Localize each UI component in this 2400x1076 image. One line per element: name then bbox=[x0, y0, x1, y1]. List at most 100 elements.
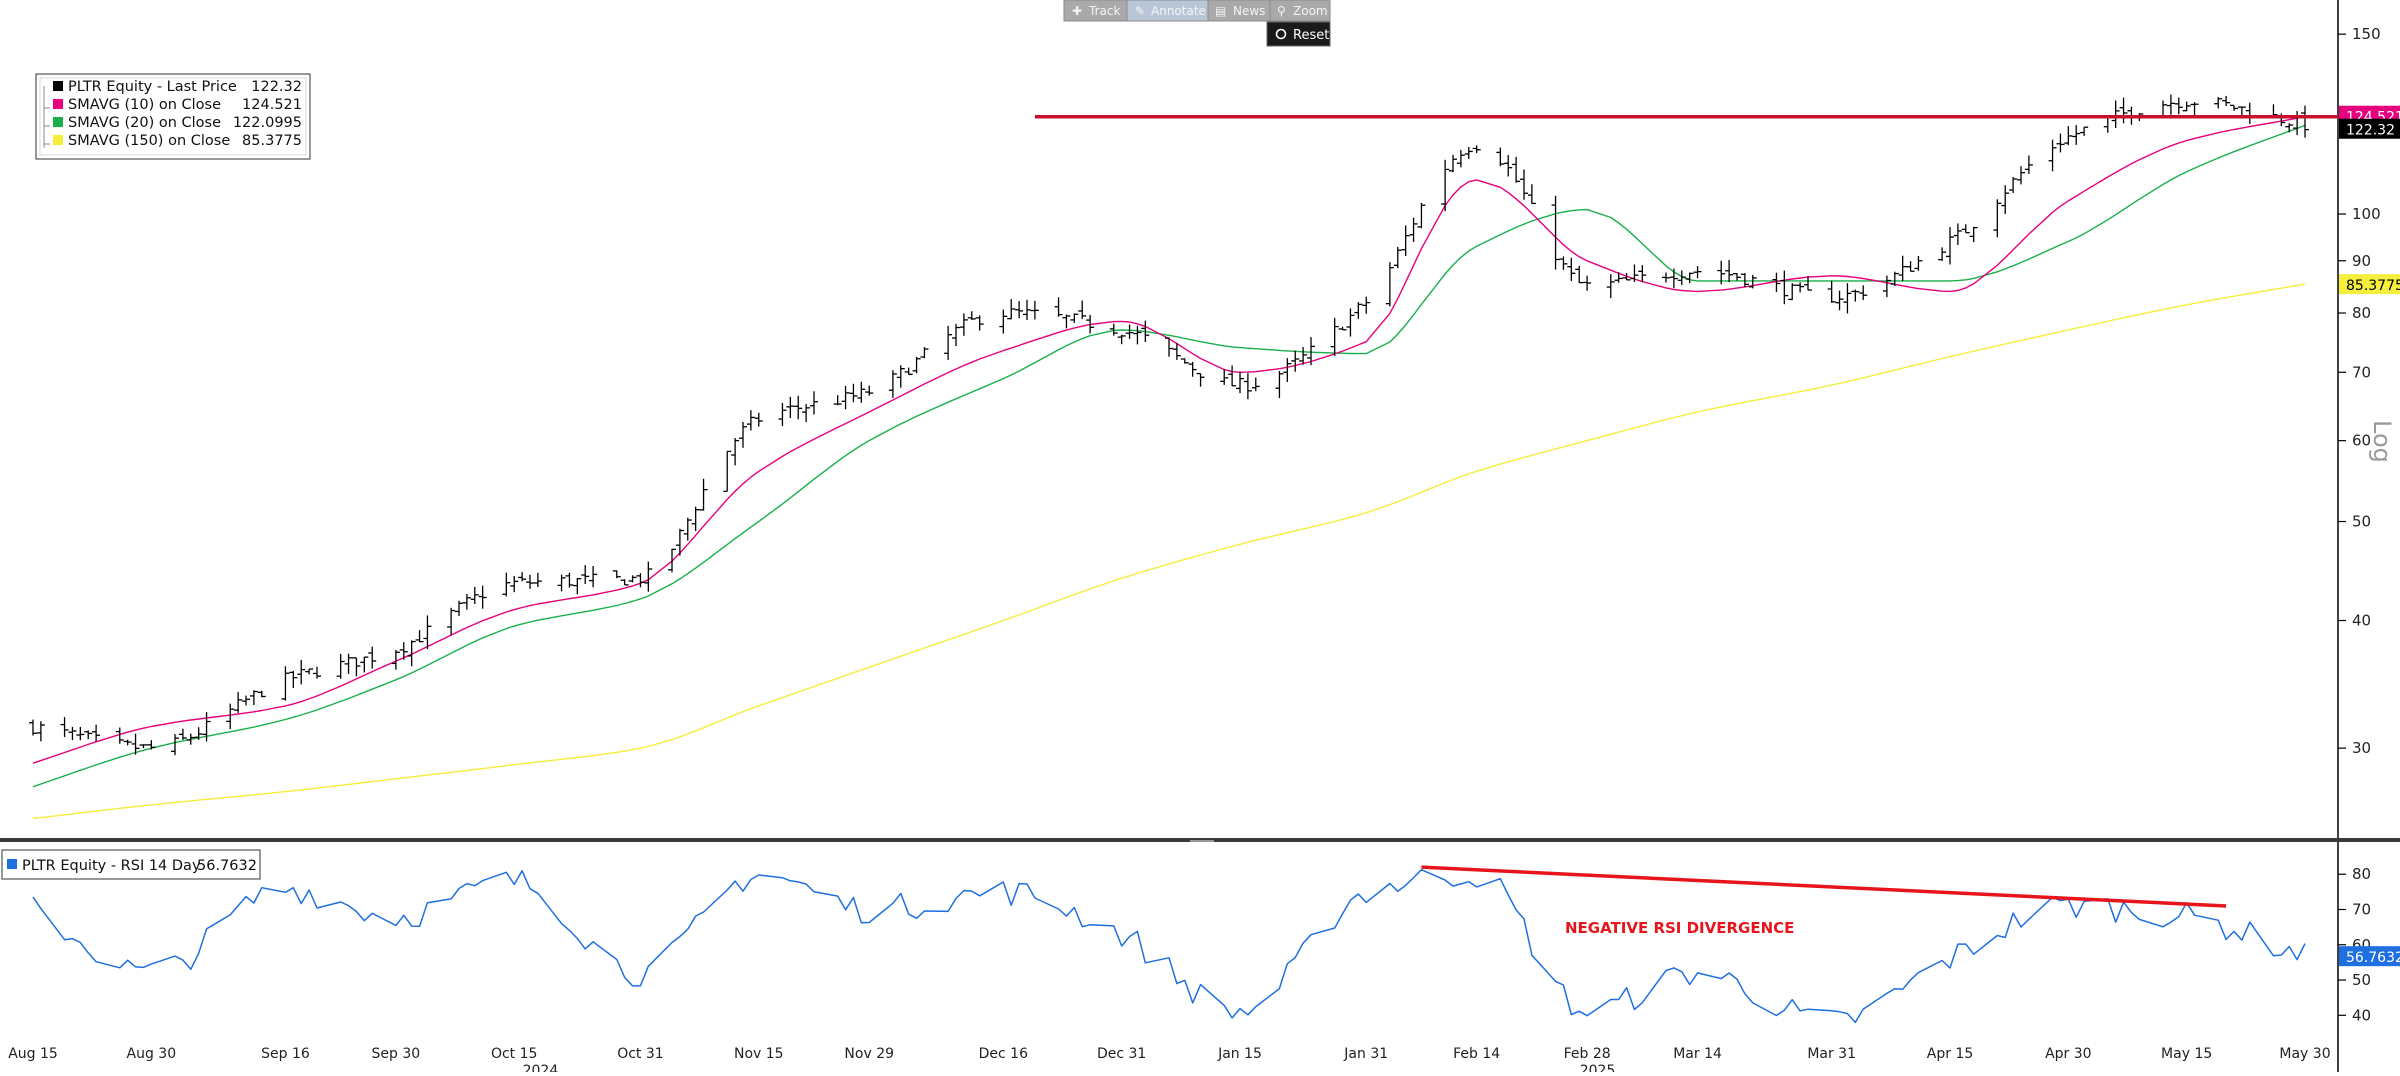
rsi-tick-label: 50 bbox=[2352, 971, 2371, 989]
ohlc-bar bbox=[360, 656, 369, 673]
ohlc-bar bbox=[1243, 373, 1252, 400]
rsi-trendline-group bbox=[1421, 865, 2227, 908]
ohlc-bar bbox=[1788, 283, 1797, 301]
zoom-button[interactable]: ⚲ Zoom bbox=[1269, 0, 1331, 22]
ohlc-bar bbox=[644, 561, 653, 592]
ohlc-bar bbox=[1275, 371, 1284, 399]
ohlc-bar bbox=[904, 367, 913, 375]
ohlc-bar bbox=[944, 325, 953, 360]
ohlc-bar bbox=[1283, 358, 1292, 382]
rsi-axis-badge: 56.7632 bbox=[2339, 946, 2400, 967]
ohlc-bar bbox=[1086, 314, 1095, 334]
ohlc-bar bbox=[1023, 299, 1031, 321]
date-tick-label: Jan 15 bbox=[1217, 1046, 1262, 1062]
ohlc-bar bbox=[1890, 271, 1899, 287]
ohlc-bar bbox=[131, 733, 140, 755]
ohlc-bar bbox=[565, 572, 574, 588]
panel-splitter-handle[interactable] bbox=[1190, 840, 1214, 842]
ohlc-bar bbox=[76, 726, 85, 741]
reset-button-bg bbox=[1266, 21, 1331, 47]
ohlc-bar bbox=[423, 615, 432, 650]
rsi-legend-box bbox=[1, 849, 261, 880]
ohlc-bar bbox=[415, 630, 424, 643]
plus-icon: ✚ bbox=[1072, 4, 1082, 18]
ohlc-bar bbox=[1938, 247, 1947, 262]
rsi-legend[interactable]: PLTR Equity - RSI 14 Day 56.7632 bbox=[1, 849, 261, 880]
ohlc-bar bbox=[1346, 308, 1355, 337]
ohlc-bar bbox=[1291, 350, 1300, 372]
ohlc-bar bbox=[2048, 139, 2057, 172]
ohlc-bar bbox=[1606, 274, 1615, 299]
track-button[interactable]: ✚ Track bbox=[1063, 0, 1128, 22]
track-button-label: Track bbox=[1088, 4, 1120, 18]
ohlc-bar bbox=[2056, 133, 2065, 153]
ohlc-bar bbox=[912, 356, 921, 374]
ohlc-bar bbox=[731, 437, 740, 466]
date-tick-label: Dec 31 bbox=[1097, 1046, 1146, 1062]
ohlc-bar bbox=[675, 528, 684, 556]
ohlc-bar bbox=[2080, 126, 2089, 136]
ohlc-bar bbox=[849, 383, 858, 403]
ohlc-bar bbox=[1804, 276, 1812, 291]
ohlc-bar bbox=[959, 313, 968, 336]
ohlc-bar bbox=[2017, 166, 2025, 185]
ohlc-bar bbox=[2119, 97, 2128, 124]
legend-value: 85.3775 bbox=[242, 133, 302, 149]
price-tick-label: 70 bbox=[2352, 363, 2371, 381]
ohlc-bar bbox=[1401, 225, 1410, 257]
date-tick-label: Oct 31 bbox=[617, 1046, 663, 1062]
price-legend-box bbox=[35, 73, 311, 160]
ohlc-bar bbox=[1030, 300, 1039, 320]
ohlc-bar bbox=[920, 347, 929, 359]
date-tick-label: Aug 15 bbox=[8, 1046, 58, 1062]
ohlc-bar bbox=[636, 573, 645, 588]
date-axis: Aug 15 Aug 30 Sep 16 Sep 30 Oct 15 Oct 31 Nov … bbox=[8, 1046, 2330, 1076]
ohlc-bar bbox=[1299, 347, 1308, 365]
price-badge-bg bbox=[2339, 274, 2400, 295]
annotate-button[interactable]: ✎ Annotate bbox=[1126, 0, 1209, 22]
ohlc-bar bbox=[2285, 123, 2294, 133]
ohlc-bar bbox=[810, 391, 818, 415]
ohlc-bar bbox=[1827, 280, 1836, 303]
rsi-legend-label: PLTR Equity - RSI 14 Day bbox=[22, 858, 201, 874]
date-tick-label: Nov 15 bbox=[734, 1046, 784, 1062]
ohlc-bar bbox=[502, 572, 511, 597]
rsi-tick-label: 70 bbox=[2352, 900, 2371, 918]
reset-button[interactable]: Reset bbox=[1266, 21, 1331, 47]
ohlc-bar bbox=[305, 668, 314, 675]
ohlc-bar bbox=[739, 421, 747, 448]
ohlc-bar bbox=[518, 572, 527, 582]
ohlc-bar bbox=[1165, 337, 1173, 357]
ohlc-bar bbox=[896, 365, 905, 388]
ohlc-bar bbox=[1953, 223, 1962, 245]
ohlc-bar bbox=[281, 666, 290, 701]
ohlc-bar bbox=[194, 727, 203, 740]
ohlc-bar bbox=[746, 410, 755, 431]
ohlc-bar bbox=[581, 565, 590, 584]
price-badge-value: 85.3775 bbox=[2346, 278, 2400, 294]
ohlc-bar bbox=[794, 395, 803, 420]
rsi-line bbox=[32, 868, 2306, 1024]
ohlc-bar bbox=[1638, 265, 1647, 283]
ohlc-bar bbox=[1961, 224, 1970, 234]
price-tick-label: 150 bbox=[2352, 25, 2381, 43]
news-button[interactable]: ▤ News bbox=[1207, 0, 1271, 22]
date-tick-label: Oct 15 bbox=[491, 1046, 537, 1062]
ohlc-bar bbox=[857, 381, 866, 403]
ohlc-bar bbox=[841, 385, 850, 410]
ohlc-bar bbox=[1614, 272, 1623, 283]
ohlc-bar bbox=[1496, 147, 1505, 167]
rsi-badge-bg bbox=[2339, 946, 2400, 967]
reset-button-label: Reset bbox=[1293, 28, 1329, 43]
legend-tree-lines bbox=[43, 86, 50, 148]
ohlc-bar bbox=[399, 642, 408, 660]
ohlc-bar bbox=[29, 719, 37, 736]
ohlc-bar bbox=[1669, 268, 1678, 289]
price-tick-label: 50 bbox=[2352, 513, 2371, 531]
ohlc-bar bbox=[1449, 154, 1457, 173]
ohlc-bar bbox=[2009, 177, 2018, 194]
ohlc-bar bbox=[147, 740, 156, 750]
price-legend[interactable]: PLTR Equity - Last Price 122.32 SMAVG (10)… bbox=[35, 73, 311, 160]
